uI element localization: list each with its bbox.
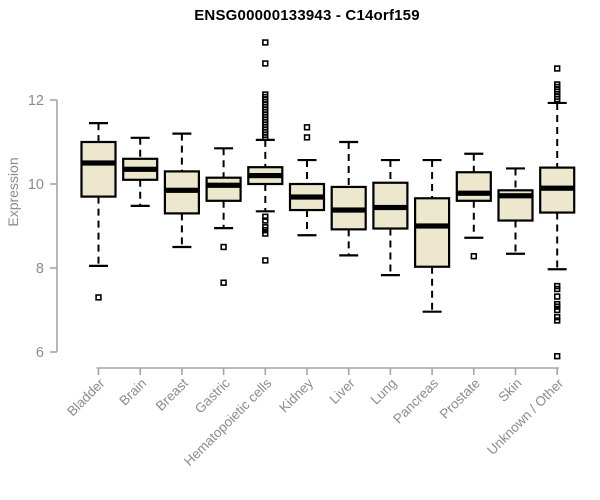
outlier-point xyxy=(303,124,311,131)
y-tick-label: 6 xyxy=(36,345,44,361)
outlier-point xyxy=(262,227,269,234)
x-tick-label: Gastric xyxy=(192,375,233,416)
outlier-point xyxy=(553,313,561,321)
outlier-point xyxy=(303,134,311,141)
median-line xyxy=(123,166,158,172)
y-tick-label: 12 xyxy=(28,93,44,109)
outlier-point xyxy=(262,134,269,141)
outlier-point xyxy=(262,217,269,224)
outlier-point xyxy=(553,285,561,293)
median-line xyxy=(498,193,533,199)
outlier-point xyxy=(553,65,561,72)
median-line xyxy=(373,204,408,211)
outlier-point xyxy=(262,257,269,264)
median-line xyxy=(540,185,575,191)
outlier-point xyxy=(553,95,561,103)
median-line xyxy=(206,182,241,188)
outlier-point xyxy=(470,253,477,260)
x-tick-label: Unknown / Other xyxy=(484,375,567,458)
x-tick-label: Breast xyxy=(153,375,191,413)
outlier-point xyxy=(553,303,561,310)
median-line xyxy=(81,160,116,166)
median-line xyxy=(415,223,450,229)
x-tick-label: Skin xyxy=(495,376,524,405)
x-tick-label: Pancreas xyxy=(390,375,441,426)
median-line xyxy=(456,190,491,196)
outlier-point xyxy=(553,306,561,314)
outlier-point xyxy=(220,279,227,286)
outlier-point xyxy=(262,213,269,220)
x-tick-label: Prostate xyxy=(437,376,483,422)
median-line xyxy=(331,207,366,213)
outlier-point xyxy=(262,60,269,67)
outlier-point xyxy=(262,39,269,46)
median-line xyxy=(248,173,283,179)
outlier-point xyxy=(220,243,227,251)
outlier-point xyxy=(553,352,561,360)
median-line xyxy=(290,194,324,200)
x-tick-label: Liver xyxy=(327,375,359,407)
x-tick-label: Bladder xyxy=(64,375,108,419)
median-line xyxy=(164,187,199,193)
box-iqr xyxy=(414,197,451,268)
box-iqr xyxy=(205,176,242,202)
box-iqr xyxy=(80,140,117,198)
outlier-point xyxy=(262,230,269,237)
y-tick-label: 8 xyxy=(36,261,44,277)
outlier-point xyxy=(95,294,102,301)
box-iqr xyxy=(455,171,492,202)
x-tick-label: Brain xyxy=(116,376,149,409)
x-tick-label: Kidney xyxy=(276,375,316,415)
chart-title: ENSG00000133943 - C14orf159 xyxy=(194,7,420,24)
outlier-point xyxy=(553,317,561,324)
outlier-point xyxy=(553,293,561,300)
y-tick-label: 10 xyxy=(28,177,44,193)
x-tick-label: Lung xyxy=(368,376,400,408)
